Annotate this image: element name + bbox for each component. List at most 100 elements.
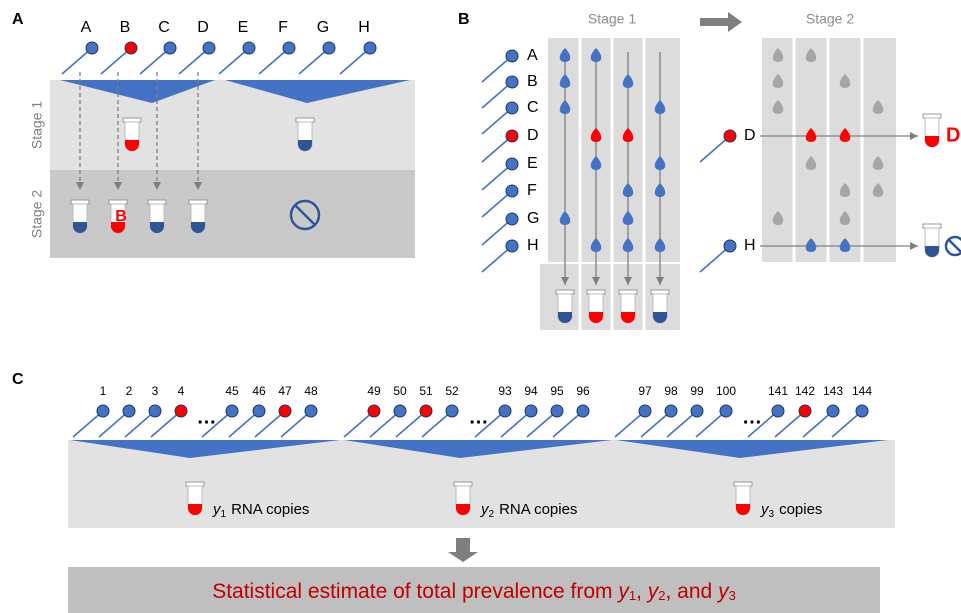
droplet [590,156,602,170]
stage-label: Stage 2 [29,190,45,238]
sample-number: 3 [152,384,159,398]
swab-stick [699,245,731,273]
tube-rim [922,223,942,229]
swab-head [393,404,407,418]
swab-head [664,404,678,418]
swab-stick [481,163,513,191]
tube-rim [618,289,638,295]
footer-box [68,567,880,613]
sample-number: 46 [252,384,266,398]
swab-stick [481,107,513,135]
pool-funnel [225,80,410,103]
swab-stick [481,81,513,109]
retest-label: D [744,127,756,144]
swab-head [771,404,785,418]
swab-stick [258,47,290,75]
arrow-head [592,277,600,285]
swab-head [367,404,381,418]
droplet [805,156,817,170]
droplet [872,156,884,170]
droplet [772,100,784,114]
sample-number: 4 [178,384,185,398]
sample-label: A [81,19,92,36]
swab-stick [228,410,260,438]
swab-stick [695,410,727,438]
sample-number: 93 [498,384,512,398]
tube-liquid [736,504,750,515]
droplet [590,128,602,142]
arrow-head [910,242,918,250]
tube-rim [122,117,142,123]
droplet [772,74,784,88]
retest-label: H [744,237,756,254]
sample-label: F [527,182,537,199]
swab-head [322,41,336,55]
droplet [772,48,784,62]
droplet [654,183,666,197]
subscript: 3 [729,588,736,603]
footer-text: Statistical estimate of total prevalence… [212,580,736,604]
tube-liquid [456,504,470,515]
sample-number: 141 [768,384,788,398]
swab-head [124,41,138,55]
sample-number: 100 [716,384,736,398]
sample-number: 96 [576,384,590,398]
label-text: RNA copies [499,501,577,518]
no-symbol [944,235,961,257]
swab-stick [640,410,672,438]
droplet [622,211,634,225]
droplet [839,211,851,225]
stage-label: Stage 2 [806,11,854,27]
sample-label: H [358,19,370,36]
swab-stick [98,410,130,438]
tube-rim [70,199,90,205]
tube-liquid [298,140,312,151]
pool-grid [548,38,680,262]
tube-liquid [125,140,139,151]
swab-head [278,404,292,418]
sample-number: 50 [393,384,407,398]
droplet [622,238,634,252]
swab-stick [614,410,646,438]
swab-stick [481,190,513,218]
swab-head [242,41,256,55]
sample-label: D [197,19,209,36]
sample-number: 143 [823,384,843,398]
droplet [622,128,634,142]
no-symbol-bar [294,204,316,226]
swab-stick [481,245,513,273]
positive-label: D [946,124,960,146]
swab-head [304,404,318,418]
droplet [805,238,817,252]
tube-liquid [653,312,667,323]
tube-rim [650,289,670,295]
swab-head [524,404,538,418]
sample-number: 94 [524,384,538,398]
tube-rim [295,117,315,123]
swab-head [498,404,512,418]
sample-label: B [120,19,131,36]
label-text: RNA copies [231,501,309,518]
droplet [559,48,571,62]
swab-stick [201,410,233,438]
swab-head [174,404,188,418]
swab-head [719,404,733,418]
droplet [559,100,571,114]
sample-number: 99 [690,384,704,398]
subscript: 2 [489,509,495,520]
tube-rim [733,481,753,487]
swab-head [282,41,296,55]
swab-head [363,41,377,55]
swab-stick [343,410,375,438]
variable: y [646,580,660,603]
swab-head [163,41,177,55]
footer-part: Statistical estimate of total prevalence… [212,580,618,603]
ellipsis: … [197,406,217,428]
swab-stick [218,47,250,75]
tube-rim [586,289,606,295]
swab-head [505,184,519,198]
swab-head [419,404,433,418]
sample-label: C [527,99,539,116]
no-symbol-bar [947,238,961,254]
droplet [839,238,851,252]
